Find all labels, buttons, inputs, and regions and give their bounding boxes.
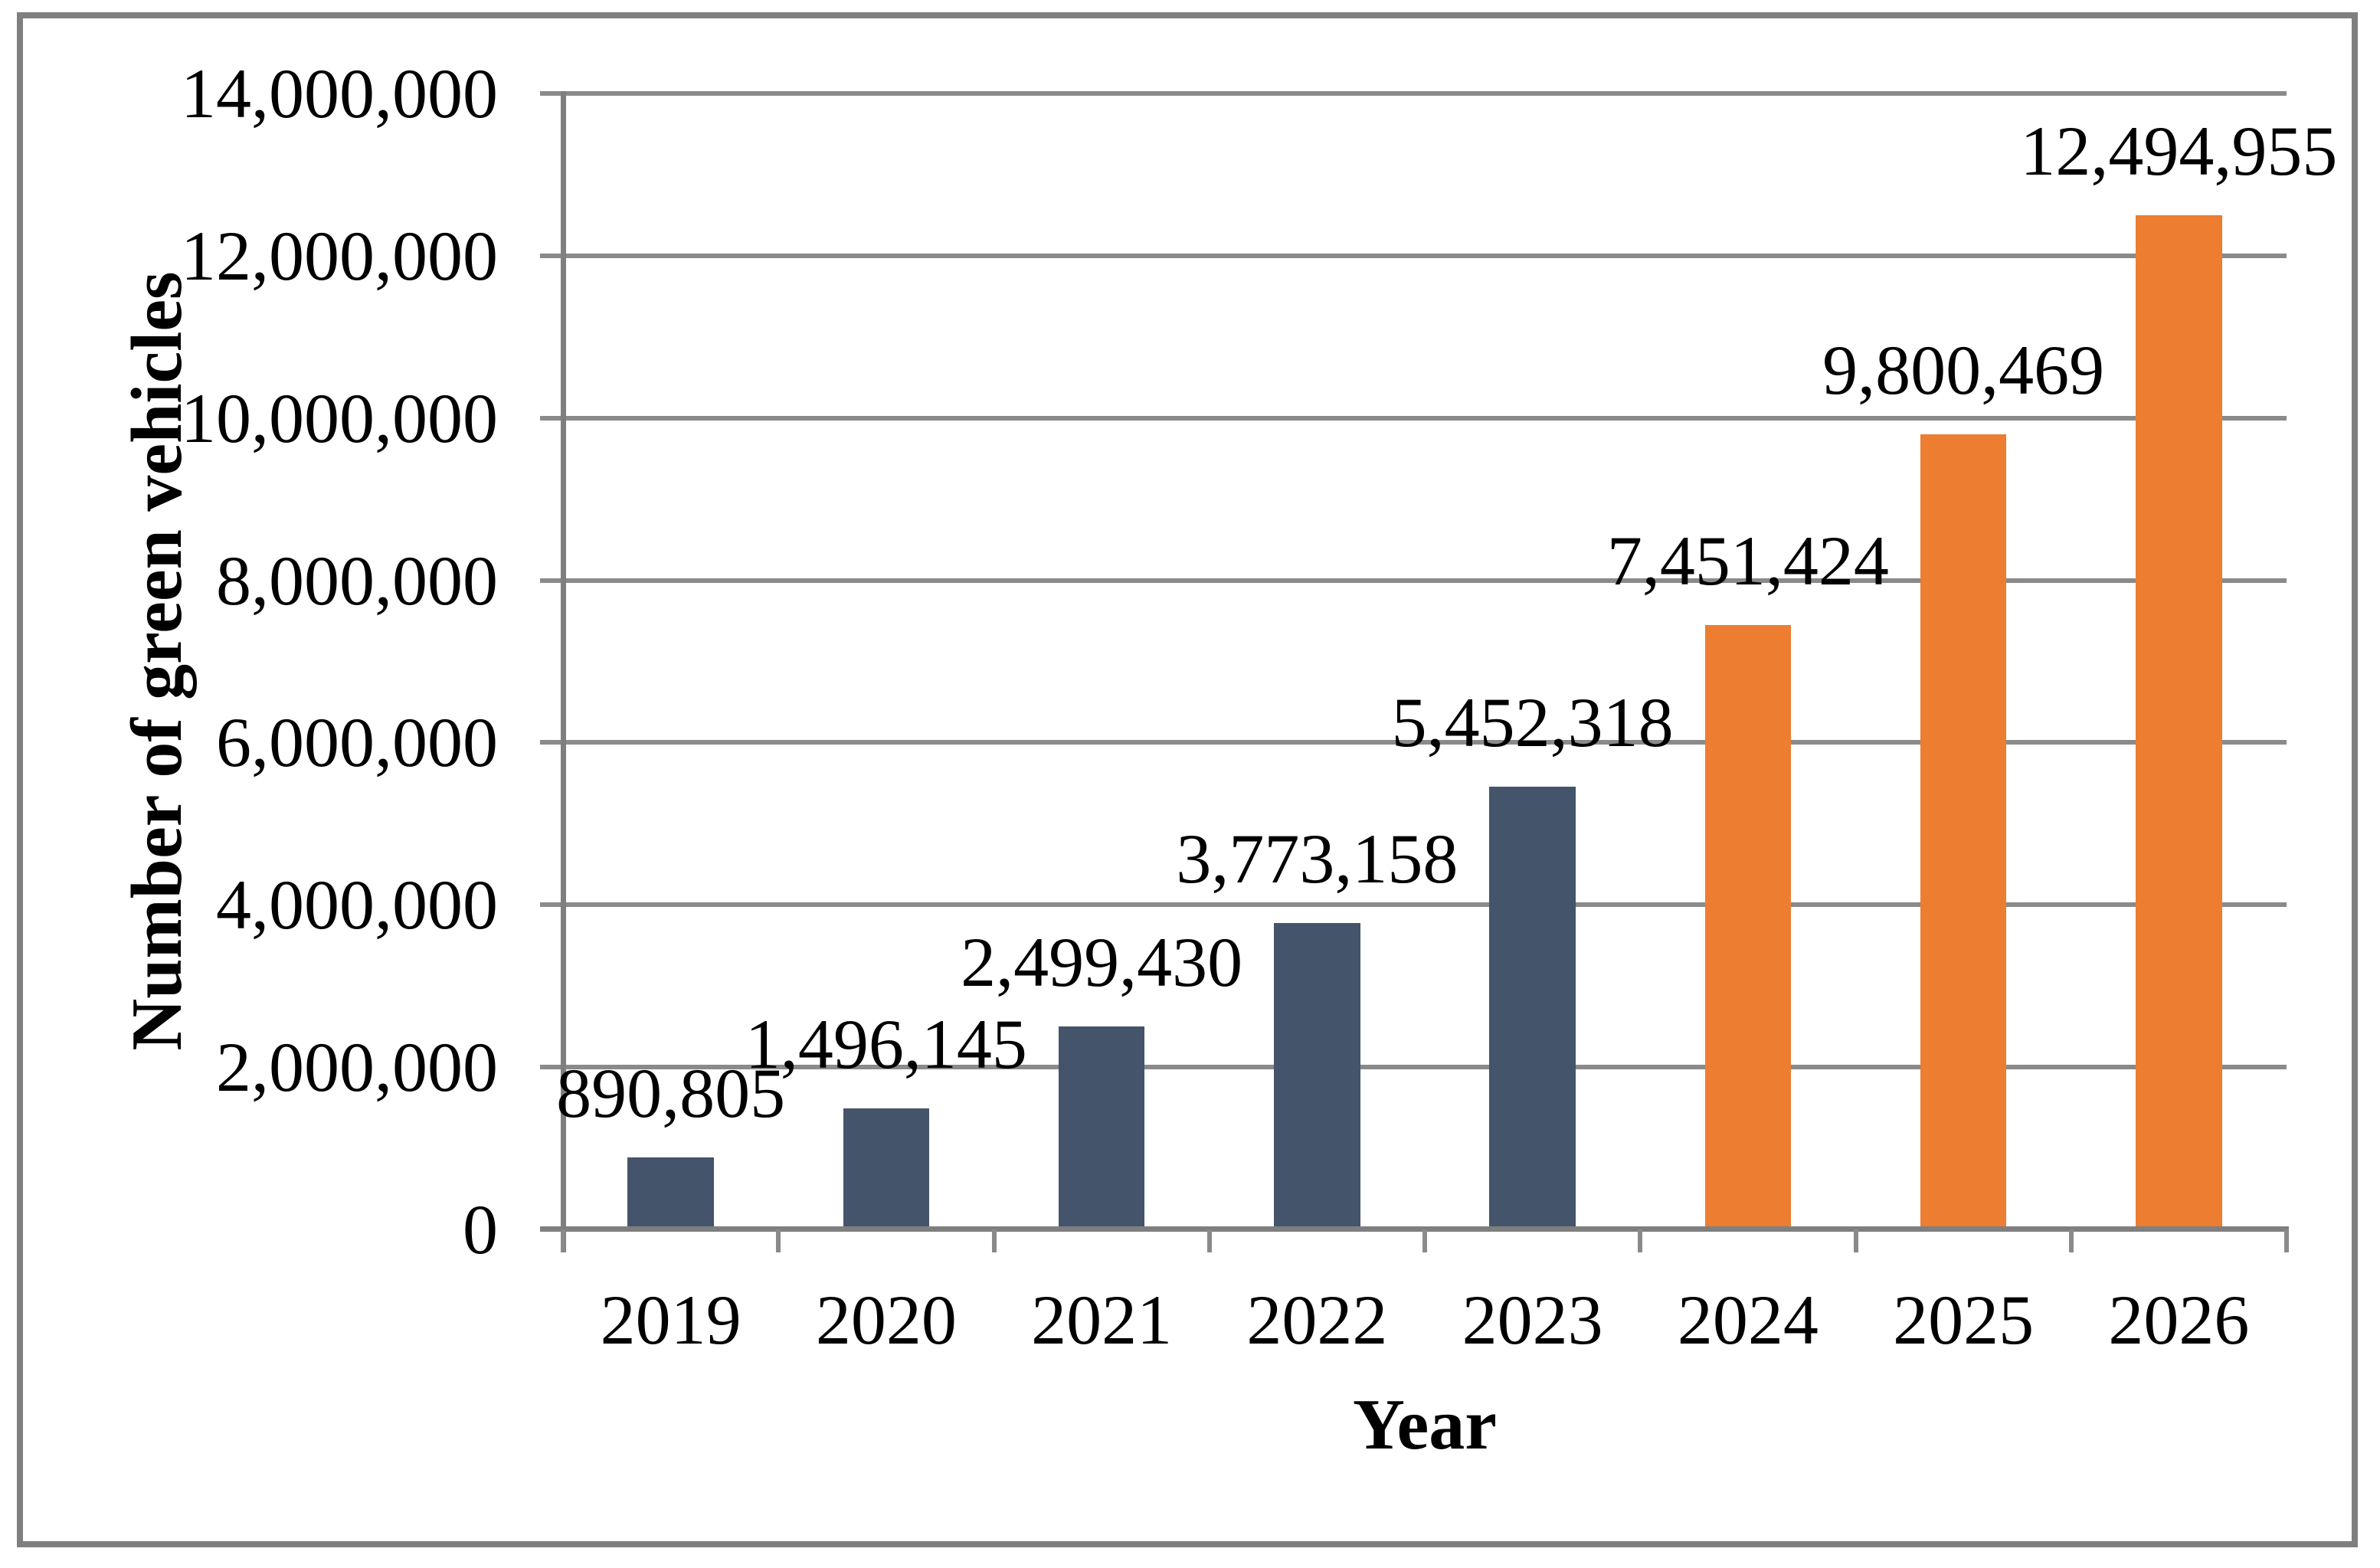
y-axis-tick-label: 0 <box>463 1190 498 1268</box>
bar-2023 <box>1489 787 1576 1232</box>
x-axis-label-2024: 2024 <box>1677 1281 1819 1359</box>
data-label-2026: 12,494,955 <box>2020 112 2338 191</box>
data-label-2022: 3,773,158 <box>1176 820 1458 899</box>
y-axis-tick-label: 6,000,000 <box>216 703 498 782</box>
x-axis-label-2025: 2025 <box>1893 1281 2035 1359</box>
y-axis-tick-label: 14,000,000 <box>181 54 498 133</box>
data-label-2021: 2,499,430 <box>961 923 1243 1002</box>
figure-border <box>17 12 2358 1547</box>
y-axis-tick-label: 12,000,000 <box>181 216 498 295</box>
gridline-14,000,000 <box>540 91 2287 96</box>
bar-2020 <box>843 1108 930 1232</box>
x-axis-line <box>540 1226 2289 1232</box>
data-label-2019: 890,805 <box>556 1053 786 1132</box>
data-label-2024: 7,451,424 <box>1606 521 1889 600</box>
bar-2019 <box>627 1157 714 1232</box>
y-axis-title: Number of green vehicles <box>117 271 197 1051</box>
x-axis-tick <box>1422 1229 1427 1252</box>
bar-2021 <box>1058 1026 1145 1232</box>
x-axis-title: Year <box>1353 1385 1497 1465</box>
x-axis-tick <box>991 1229 997 1252</box>
data-label-2020: 1,496,145 <box>745 1004 1027 1083</box>
x-axis-label-2019: 2019 <box>600 1281 741 1359</box>
bar-2026 <box>2136 215 2222 1232</box>
x-axis-tick <box>776 1229 781 1252</box>
bar-2024 <box>1704 624 1792 1232</box>
x-axis-label-2026: 2026 <box>2108 1281 2250 1359</box>
bar-2022 <box>1274 923 1360 1232</box>
x-axis-label-2021: 2021 <box>1031 1281 1173 1359</box>
x-axis-label-2022: 2022 <box>1246 1281 1388 1359</box>
gridline-2,000,000 <box>540 1065 2287 1070</box>
gridline-6,000,000 <box>540 740 2287 745</box>
y-axis-line <box>561 91 566 1252</box>
x-axis-tick <box>1638 1229 1643 1252</box>
x-axis-tick <box>2284 1229 2289 1252</box>
gridline-8,000,000 <box>540 578 2287 583</box>
bar-2025 <box>1920 434 2007 1232</box>
y-axis-tick-label: 4,000,000 <box>216 866 498 944</box>
gridline-12,000,000 <box>540 253 2287 258</box>
y-axis-tick-label: 8,000,000 <box>216 541 498 620</box>
x-axis-tick <box>2068 1229 2074 1252</box>
data-label-2023: 5,452,318 <box>1391 683 1674 762</box>
x-axis-label-2023: 2023 <box>1462 1281 1603 1359</box>
data-label-2025: 9,800,469 <box>1822 330 2105 409</box>
y-axis-tick-label: 10,000,000 <box>181 378 498 457</box>
gridline-4,000,000 <box>540 902 2287 908</box>
gridline-10,000,000 <box>540 415 2287 421</box>
x-axis-tick <box>1206 1229 1212 1252</box>
x-axis-tick <box>1853 1229 1858 1252</box>
y-axis-tick-label: 2,000,000 <box>216 1028 498 1107</box>
x-axis-label-2020: 2020 <box>815 1281 957 1359</box>
x-axis-tick <box>561 1229 565 1252</box>
